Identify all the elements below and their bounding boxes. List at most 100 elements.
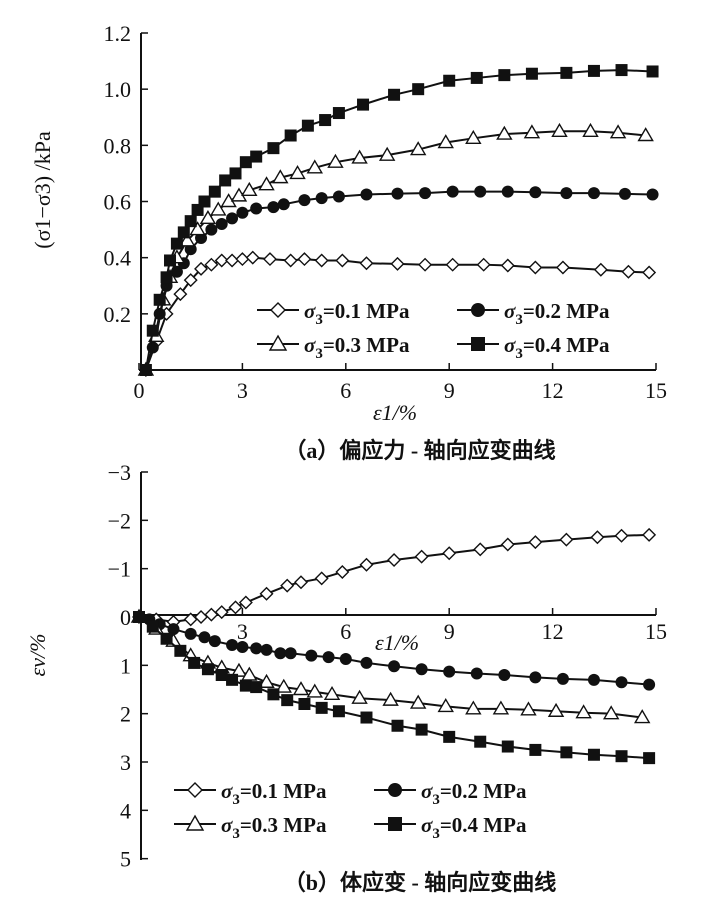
circle-marker bbox=[587, 187, 600, 200]
diamond-marker bbox=[590, 530, 605, 545]
triangle-marker bbox=[189, 221, 206, 236]
square-marker bbox=[201, 663, 214, 676]
series-4 bbox=[139, 64, 659, 376]
circle-marker bbox=[315, 192, 328, 205]
triangle-marker bbox=[520, 701, 537, 716]
circle-marker bbox=[277, 198, 290, 211]
circle-marker bbox=[643, 678, 656, 691]
chart-caption: （b）体应变 - 轴向应变曲线 bbox=[284, 870, 557, 895]
diamond-marker bbox=[555, 260, 570, 275]
triangle-marker bbox=[437, 698, 454, 713]
circle-marker bbox=[226, 212, 239, 225]
y-tick-label: 1.2 bbox=[104, 21, 132, 46]
diamond-marker bbox=[593, 262, 608, 277]
triangle-marker bbox=[378, 146, 396, 161]
diamond-marker bbox=[259, 586, 274, 601]
square-marker bbox=[239, 156, 252, 169]
square-marker bbox=[357, 98, 370, 111]
square-marker bbox=[267, 142, 280, 155]
triangle-marker bbox=[241, 181, 258, 196]
triangle-marker bbox=[292, 681, 310, 696]
diamond-marker bbox=[187, 782, 203, 798]
diamond-marker bbox=[173, 287, 188, 302]
triangle-marker bbox=[323, 685, 341, 701]
square-marker bbox=[646, 65, 659, 78]
x-tick-label: 12 bbox=[542, 378, 564, 403]
y-tick-label: 0.8 bbox=[104, 133, 132, 158]
triangle-marker bbox=[327, 153, 344, 168]
circle-marker bbox=[215, 217, 228, 230]
triangle-marker bbox=[633, 709, 651, 724]
circle-marker bbox=[322, 651, 335, 664]
diamond-marker bbox=[238, 595, 253, 610]
diamond-marker bbox=[262, 252, 277, 267]
square-marker bbox=[298, 698, 311, 710]
square-marker bbox=[284, 129, 297, 142]
diamond-marker bbox=[214, 605, 229, 620]
triangle-marker bbox=[602, 705, 620, 720]
square-marker bbox=[391, 719, 404, 732]
legend-label: σ3=0.1 MPa bbox=[221, 779, 327, 808]
triangle-marker bbox=[637, 127, 654, 142]
y-tick-label: 5 bbox=[120, 847, 131, 872]
y-tick-label: 4 bbox=[120, 798, 131, 823]
square-marker bbox=[443, 730, 456, 743]
square-marker bbox=[226, 673, 239, 686]
triangle-marker bbox=[351, 149, 368, 164]
square-marker bbox=[498, 69, 511, 82]
circle-marker bbox=[267, 201, 280, 214]
triangle-marker bbox=[210, 201, 227, 216]
square-marker bbox=[208, 185, 221, 198]
circle-marker bbox=[388, 783, 402, 797]
circle-marker bbox=[501, 185, 514, 198]
square-marker bbox=[250, 681, 263, 694]
legend-label: σ3=0.4 MPa bbox=[421, 813, 527, 842]
y-tick-label: −2 bbox=[108, 508, 131, 533]
triangle-marker bbox=[268, 334, 288, 351]
circle-marker bbox=[250, 642, 263, 655]
square-marker bbox=[153, 293, 166, 306]
series-1 bbox=[132, 527, 657, 629]
x-tick-label: 6 bbox=[340, 619, 351, 644]
y-tick-label: 0 bbox=[120, 605, 131, 630]
circle-marker bbox=[529, 671, 542, 684]
triangle-marker bbox=[306, 159, 323, 174]
triangle-marker bbox=[551, 122, 568, 137]
y-tick-label: 0.6 bbox=[104, 190, 132, 215]
square-marker bbox=[133, 611, 145, 623]
diamond-marker bbox=[414, 549, 429, 564]
triangle-marker bbox=[306, 683, 323, 698]
diamond-marker bbox=[500, 537, 515, 552]
square-marker bbox=[560, 746, 573, 759]
triangle-marker bbox=[382, 691, 399, 706]
circle-marker bbox=[360, 656, 373, 669]
circle-marker bbox=[298, 194, 311, 207]
circle-marker bbox=[556, 672, 569, 685]
circle-marker bbox=[446, 185, 459, 198]
square-marker bbox=[560, 66, 573, 79]
circle-marker bbox=[470, 667, 483, 680]
diamond-marker bbox=[476, 257, 491, 272]
triangle-marker bbox=[496, 125, 513, 140]
x-tick-label: 3 bbox=[237, 619, 248, 644]
square-marker bbox=[301, 119, 314, 132]
square-marker bbox=[250, 150, 263, 163]
square-marker bbox=[267, 688, 280, 701]
circle-marker bbox=[646, 188, 659, 201]
square-marker bbox=[443, 74, 456, 87]
square-marker bbox=[239, 679, 252, 692]
diamond-marker bbox=[297, 252, 312, 267]
x-tick-label: 15 bbox=[645, 378, 667, 403]
x-tick-label: 6 bbox=[340, 378, 351, 403]
square-marker bbox=[174, 644, 187, 657]
diamond-marker bbox=[314, 571, 329, 586]
circle-marker bbox=[587, 673, 600, 686]
legend-label: σ3=0.1 MPa bbox=[304, 299, 410, 328]
triangle-marker bbox=[582, 122, 599, 137]
triangle-marker bbox=[185, 814, 205, 831]
y-axis-label-a: (σ1−σ3) /kPa bbox=[30, 131, 55, 249]
y-tick-label: 3 bbox=[120, 750, 131, 775]
diamond-marker bbox=[270, 302, 286, 318]
square-marker bbox=[146, 324, 159, 337]
